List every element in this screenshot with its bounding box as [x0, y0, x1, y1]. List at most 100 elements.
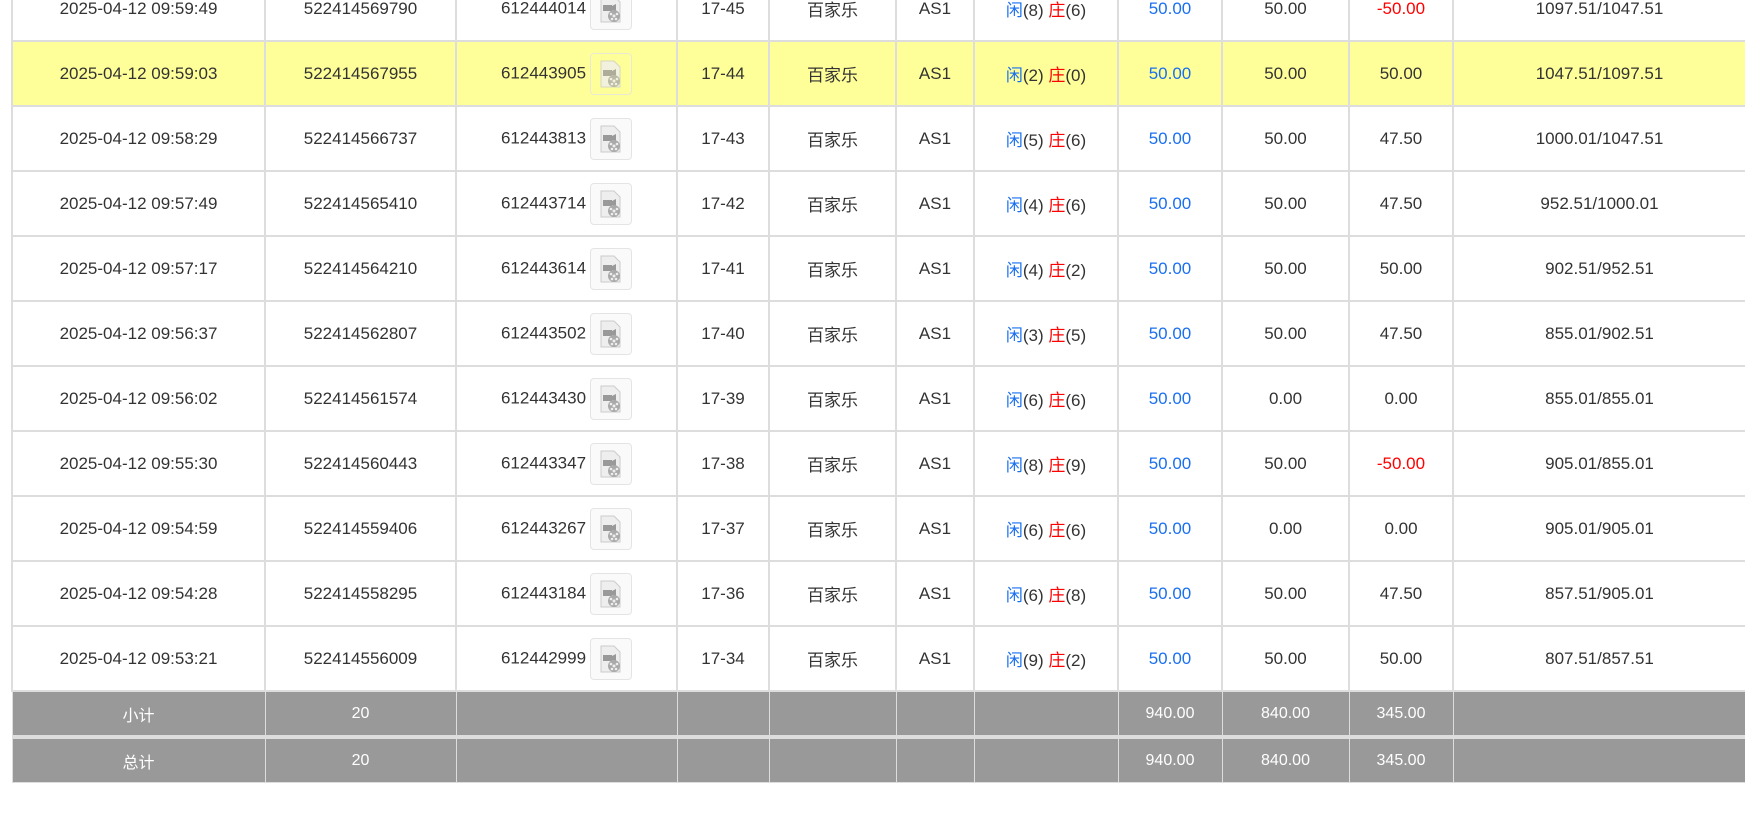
video-replay-icon[interactable] — [590, 442, 633, 485]
bet-time: 2025-04-12 09:56:02 — [11, 365, 266, 432]
empty-cell — [455, 690, 678, 738]
player-points: (3) — [1022, 326, 1044, 345]
result-cell: 闲(6) 庄(8) — [973, 560, 1119, 627]
round: 17-41 — [676, 235, 770, 302]
bet-id: 522414565410 — [264, 170, 457, 237]
banker-points: (0) — [1065, 66, 1087, 85]
table-row: 2025-04-12 09:56:02 522414561574 6124434… — [11, 365, 1745, 432]
banker-label: 庄 — [1048, 66, 1066, 85]
bet-id: 522414562807 — [264, 300, 457, 367]
player-points: (6) — [1022, 521, 1044, 540]
total-row: 总计 20 940.00 840.00 345.00 — [11, 735, 1745, 783]
table-row: 2025-04-12 09:56:37 522414562807 6124435… — [11, 300, 1745, 367]
result-cell: 闲(6) 庄(6) — [973, 495, 1119, 562]
game-name: 百家乐 — [768, 170, 897, 237]
round: 17-42 — [676, 170, 770, 237]
round: 17-38 — [676, 430, 770, 497]
player-points: (4) — [1022, 261, 1044, 280]
video-replay-icon[interactable] — [590, 637, 633, 680]
game-id-cell: 612443347 — [455, 430, 678, 497]
balance: 855.01/902.51 — [1452, 300, 1745, 367]
bet-id: 522414569790 — [264, 0, 457, 42]
video-replay-icon[interactable] — [590, 377, 633, 420]
video-replay-icon[interactable] — [590, 52, 633, 95]
banker-label: 庄 — [1048, 521, 1066, 540]
banker-label: 庄 — [1048, 196, 1066, 215]
valid-amount: 50.00 — [1221, 0, 1350, 42]
bet-time: 2025-04-12 09:54:59 — [11, 495, 266, 562]
result-cell: 闲(2) 庄(0) — [973, 40, 1119, 107]
balance: 905.01/855.01 — [1452, 430, 1745, 497]
table-name: AS1 — [895, 170, 975, 237]
game-id-cell: 612443184 — [455, 560, 678, 627]
player-label: 闲 — [1005, 1, 1023, 20]
bet-id: 522414567955 — [264, 40, 457, 107]
empty-cell — [676, 735, 770, 783]
valid-amount: 50.00 — [1221, 105, 1350, 172]
bet-amount: 50.00 — [1117, 495, 1223, 562]
table-name: AS1 — [895, 625, 975, 692]
win-amount: -50.00 — [1348, 0, 1454, 42]
bet-amount: 50.00 — [1117, 560, 1223, 627]
result-cell: 闲(5) 庄(6) — [973, 105, 1119, 172]
player-points: (8) — [1022, 1, 1044, 20]
banker-points: (6) — [1065, 1, 1087, 20]
table-row: 2025-04-12 09:54:28 522414558295 6124431… — [11, 560, 1745, 627]
result-cell: 闲(6) 庄(6) — [973, 365, 1119, 432]
video-replay-icon[interactable] — [590, 0, 633, 30]
table-name: AS1 — [895, 0, 975, 42]
result-cell: 闲(3) 庄(5) — [973, 300, 1119, 367]
balance: 1000.01/1047.51 — [1452, 105, 1745, 172]
valid-amount: 50.00 — [1221, 40, 1350, 107]
empty-cell — [455, 735, 678, 783]
result-cell: 闲(4) 庄(6) — [973, 170, 1119, 237]
bet-id: 522414566737 — [264, 105, 457, 172]
bet-time: 2025-04-12 09:59:49 — [11, 0, 266, 42]
video-replay-icon[interactable] — [590, 572, 633, 615]
game-id: 612443714 — [500, 192, 587, 212]
banker-points: (9) — [1065, 456, 1087, 475]
player-points: (6) — [1022, 586, 1044, 605]
empty-cell — [1452, 690, 1745, 738]
game-name: 百家乐 — [768, 625, 897, 692]
player-label: 闲 — [1005, 521, 1023, 540]
game-id: 612443430 — [500, 387, 587, 407]
banker-label: 庄 — [1048, 326, 1066, 345]
subtotal-count: 20 — [264, 690, 457, 738]
bet-amount: 50.00 — [1117, 0, 1223, 42]
table-row: 2025-04-12 09:59:49 522414569790 6124440… — [11, 0, 1745, 42]
win-amount: 47.50 — [1348, 170, 1454, 237]
video-replay-icon[interactable] — [590, 507, 633, 550]
banker-points: (6) — [1065, 196, 1087, 215]
video-replay-icon[interactable] — [590, 182, 633, 225]
valid-amount: 50.00 — [1221, 560, 1350, 627]
game-name: 百家乐 — [768, 105, 897, 172]
subtotal-row: 小计 20 940.00 840.00 345.00 — [11, 690, 1745, 738]
balance: 807.51/857.51 — [1452, 625, 1745, 692]
game-id: 612443267 — [500, 517, 587, 537]
table-name: AS1 — [895, 40, 975, 107]
bet-amount: 50.00 — [1117, 170, 1223, 237]
bet-id: 522414558295 — [264, 560, 457, 627]
video-replay-icon[interactable] — [590, 247, 633, 290]
bet-time: 2025-04-12 09:54:28 — [11, 560, 266, 627]
subtotal-bet: 940.00 — [1117, 690, 1223, 738]
round: 17-39 — [676, 365, 770, 432]
video-replay-icon[interactable] — [590, 312, 633, 355]
banker-label: 庄 — [1048, 651, 1066, 670]
result-cell: 闲(8) 庄(6) — [973, 0, 1119, 42]
bet-time: 2025-04-12 09:59:03 — [11, 40, 266, 107]
win-amount: 47.50 — [1348, 300, 1454, 367]
game-name: 百家乐 — [768, 235, 897, 302]
balance: 905.01/905.01 — [1452, 495, 1745, 562]
player-label: 闲 — [1005, 261, 1023, 280]
valid-amount: 50.00 — [1221, 300, 1350, 367]
game-id: 612444014 — [500, 0, 587, 17]
total-count: 20 — [264, 735, 457, 783]
game-name: 百家乐 — [768, 40, 897, 107]
player-label: 闲 — [1005, 391, 1023, 410]
bet-records-table: 2025-04-12 09:59:49 522414569790 6124440… — [11, 0, 1745, 783]
video-replay-icon[interactable] — [590, 117, 633, 160]
table-name: AS1 — [895, 430, 975, 497]
game-id-cell: 612444014 — [455, 0, 678, 42]
